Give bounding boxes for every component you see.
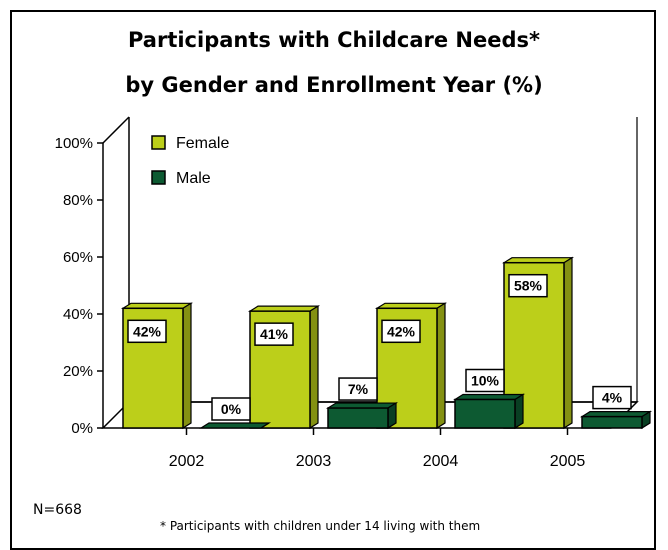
sample-size-note: N=668 <box>33 502 82 518</box>
bar-male-2004 <box>454 398 516 429</box>
bar-top <box>374 302 448 309</box>
data-label-box <box>592 385 632 410</box>
legend-swatch-male <box>151 170 166 185</box>
wall-top-edge <box>102 116 130 144</box>
y-tick-label: 60% <box>63 249 93 266</box>
data-label-box <box>338 377 378 401</box>
chart-title: Participants with Childcare Needs* <box>127 28 541 52</box>
data-label-box <box>381 319 421 344</box>
bar-top <box>120 302 194 309</box>
bar-side <box>182 302 192 430</box>
data-label: 4% <box>602 390 623 406</box>
y-tick-label: 20% <box>63 363 93 380</box>
bar-side <box>387 401 397 430</box>
data-label: 42% <box>133 323 162 339</box>
data-label-box <box>508 273 548 298</box>
bar-top <box>579 411 653 418</box>
x-tick-label: 2003 <box>296 453 332 470</box>
data-label-box <box>254 322 294 346</box>
legend-label-male: Male <box>176 170 211 187</box>
x-tick-label: 2004 <box>423 453 459 470</box>
data-label-box <box>211 397 251 421</box>
bar-male-2005 <box>581 415 643 429</box>
y-tick-label: 80% <box>63 192 93 209</box>
x-tick-label: 2005 <box>550 453 586 470</box>
bar-male-2003 <box>327 407 389 429</box>
chart-subtitle: by Gender and Enrollment Year (%) <box>125 73 543 97</box>
bar-side <box>514 393 524 430</box>
y-tick-label: 100% <box>55 135 93 152</box>
legend-label-female: Female <box>176 135 229 152</box>
legend-swatch-female <box>151 135 166 150</box>
data-label: 42% <box>387 323 416 339</box>
y-tick-label: 0% <box>71 420 93 437</box>
bar-side <box>436 302 446 430</box>
x-tick-label: 2002 <box>169 453 205 470</box>
bar-side <box>260 422 270 429</box>
data-label: 58% <box>514 278 543 294</box>
data-label: 7% <box>348 381 369 397</box>
chart-plot: 0% 20% 40% 60% 80% 100% 2002 2003 2004 2005 42% 41%… <box>55 116 653 470</box>
y-tick-label: 40% <box>63 306 93 323</box>
bar-side <box>309 305 319 430</box>
bar-top <box>325 402 399 409</box>
footnote: * Participants with children under 14 li… <box>160 519 481 533</box>
bar-top <box>198 422 272 429</box>
data-label-box <box>127 319 167 344</box>
data-label: 10% <box>471 373 500 389</box>
data-label: 0% <box>221 401 242 417</box>
bar-side <box>563 256 573 430</box>
data-label: 41% <box>260 326 289 342</box>
data-label-box <box>465 368 505 393</box>
